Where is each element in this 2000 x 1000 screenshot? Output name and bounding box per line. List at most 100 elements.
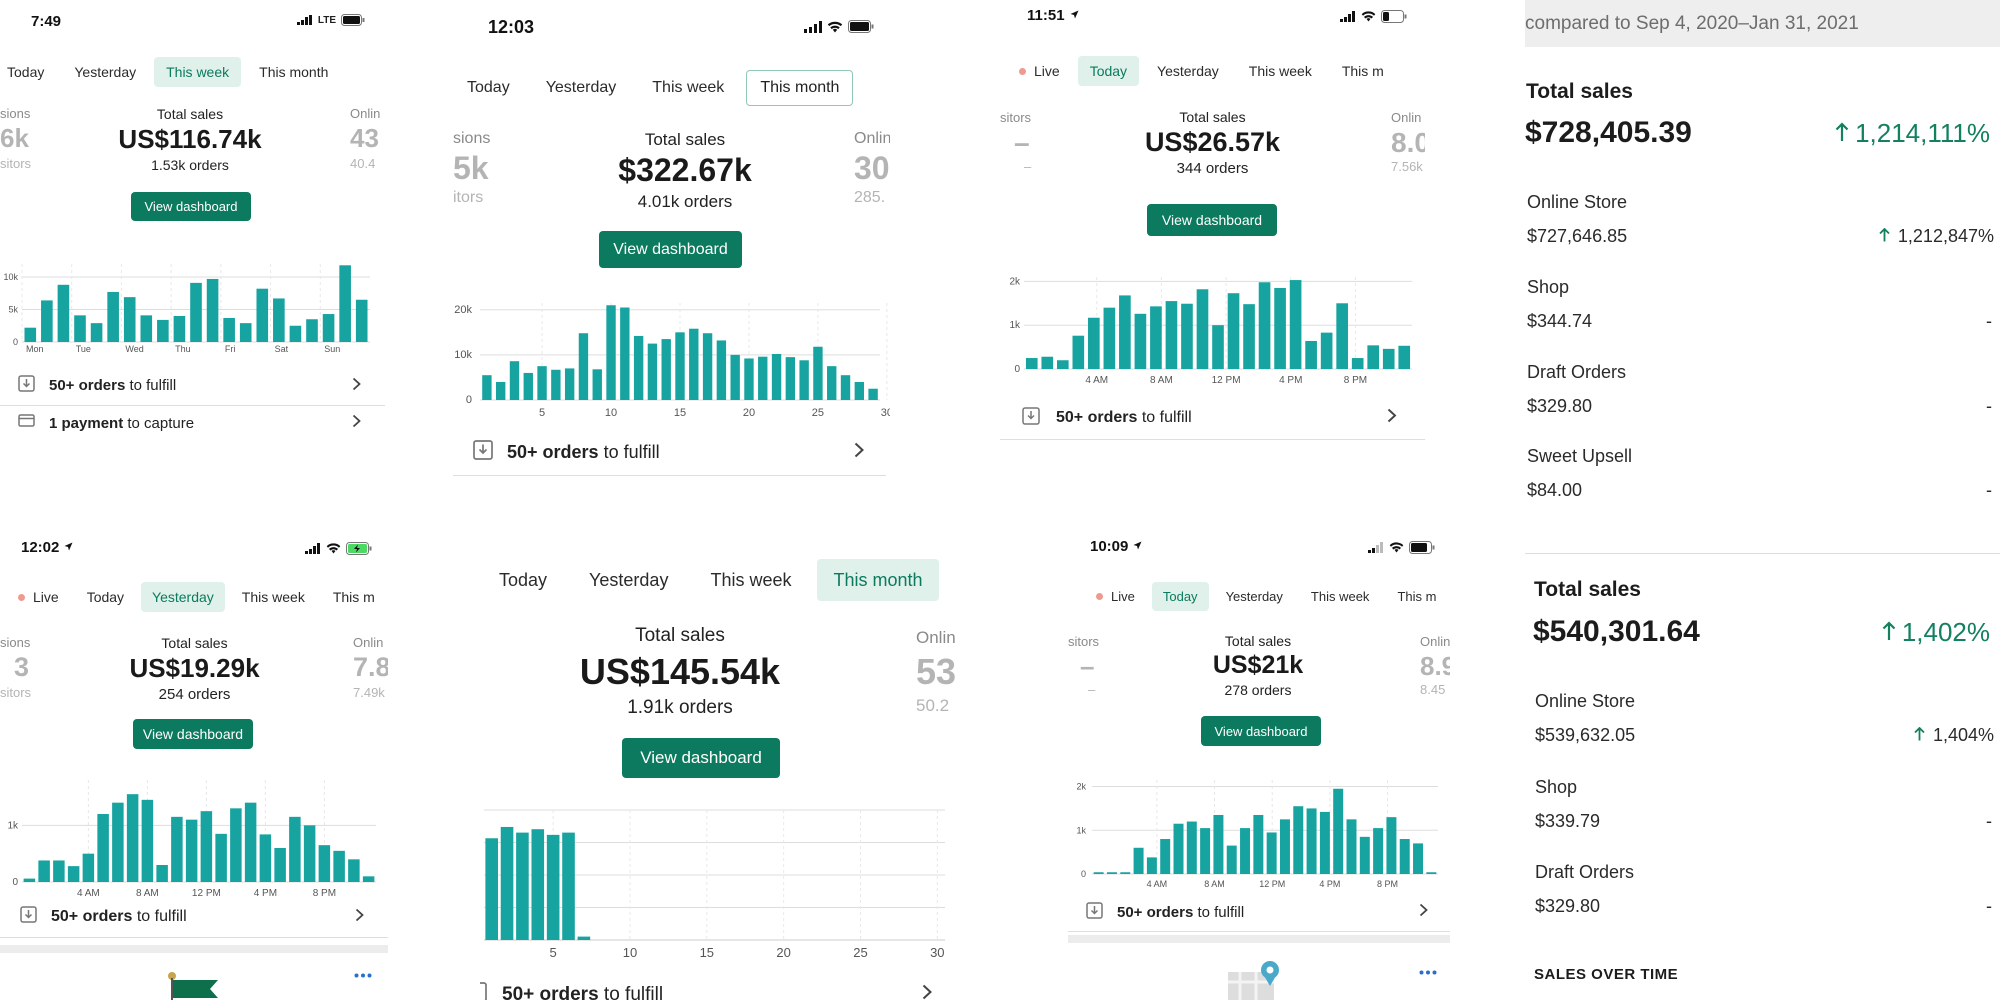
tab-yesterday[interactable]: Yesterday [573,559,684,601]
screenshot-panel-6: 10:09 Live Today Yesterday This week This m … [1068,525,1450,1000]
tab-this-week[interactable]: This week [231,582,316,612]
tab-yesterday[interactable]: Yesterday [62,57,148,87]
orders-to-fulfill-row[interactable]: 50+ orders to fulfill [0,366,385,406]
chart-bar [702,333,713,400]
orders-to-fulfill-row[interactable]: 50+ orders to fulfill [1000,397,1425,440]
view-dashboard-button[interactable]: View dashboard [1147,204,1277,236]
chart-bar [1266,832,1277,874]
chart-bar [813,346,823,400]
tab-label: Yesterday [1225,589,1283,604]
y-tick-label: 1k [1076,825,1086,835]
signal-icon [305,543,321,554]
row-bold-text: 50+ orders [502,984,599,1000]
chart-bar [1227,293,1240,369]
total-sales-value: US$116.74k [118,124,262,154]
stat-value: 5k [453,150,489,186]
chart-bar [1306,808,1317,874]
tab-today[interactable]: Today [1077,56,1140,86]
chart-bar [1103,307,1116,369]
chart-bar [1293,806,1304,874]
sales-chart: 2k 1k 0 4 AM 8 AM 12 PM 4 PM 8 PM [1009,276,1412,386]
view-dashboard-button[interactable]: View dashboard [131,192,251,221]
battery-icon [1409,541,1435,554]
tab-label: This m [1397,589,1437,604]
row-rest-text: to fulfill [125,377,177,394]
tab-today[interactable]: Today [453,70,524,106]
view-dashboard-button[interactable]: View dashboard [622,738,780,778]
section-divider [1525,553,2000,554]
tab-this-week[interactable]: This week [154,57,242,87]
tab-today[interactable]: Today [0,57,56,87]
orders-count: 4.01k orders [637,192,733,211]
stat-sub: 40.4 [350,156,376,171]
tab-this-week[interactable]: This week [694,559,807,601]
chart-bar [577,936,591,940]
tab-this-m[interactable]: This m [322,582,386,612]
online-stat: Onlin 43 40.4 [350,106,380,171]
x-tick-label: 12 PM [192,888,221,899]
view-dashboard-button[interactable]: View dashboard [599,231,742,268]
chart-bar [1120,872,1131,874]
orders-to-fulfill-row[interactable]: 50+ orders to fulfill [480,975,960,1000]
x-tick-label: 15 [700,945,714,960]
total-sales-value: US$26.57k [1144,127,1281,157]
tab-this-week[interactable]: This week [1300,582,1381,611]
tab-this-m[interactable]: This m [1330,56,1396,86]
chart-bar [661,339,671,400]
payment-to-capture-row[interactable]: 1 payment to capture [0,406,385,440]
more-options-icon[interactable] [1419,962,1437,980]
chart-bar [1426,872,1437,874]
view-dashboard-button[interactable]: View dashboard [133,719,253,749]
orders-to-fulfill-row[interactable]: 50+ orders to fulfill [0,897,388,938]
orders-to-fulfill-row[interactable]: 50+ orders to fulfill [453,430,886,476]
x-tick-label: 20 [776,945,790,960]
orders-count: 1.53k orders [151,157,229,173]
tab-live[interactable]: Live [1085,582,1146,611]
chart-bar [67,866,80,882]
tab-label: Live [1111,589,1135,604]
stat-label: sions [453,130,491,147]
chart-bar [200,811,213,882]
tab-live[interactable]: Live [1007,56,1072,86]
tab-today[interactable]: Today [76,582,135,612]
x-tick-label: Tue [76,344,91,354]
chart-bar [123,297,136,342]
total-sales-change: 1,402% [1882,617,1990,648]
visitors-stat: sitors – – [1068,634,1099,697]
row-rest-text: to capture [123,414,195,432]
chart-bar [868,388,878,400]
tab-today[interactable]: Today [1151,582,1209,611]
tab-yesterday[interactable]: Yesterday [532,70,631,106]
more-options-icon[interactable] [354,965,372,983]
tab-this-week[interactable]: This week [1237,56,1324,86]
gray-separator [1068,935,1450,943]
x-tick-label: 30 [930,945,944,960]
tab-yesterday[interactable]: Yesterday [1145,56,1231,86]
tab-this-month[interactable]: This month [746,70,854,106]
stat-value: 8.0 [1391,127,1425,158]
channel-change: - [1986,311,1992,331]
screenshot-panel-1: 7:49 LTE Today Yesterday This week This mon… [0,0,385,440]
tab-this-month[interactable]: This month [247,57,340,87]
chevron-right-icon [922,984,932,1000]
view-dashboard-button[interactable]: View dashboard [1201,716,1321,746]
tab-yesterday[interactable]: Yesterday [1215,582,1294,611]
x-tick-label: 8 AM [1204,879,1225,889]
total-sales-amount: $728,405.39 [1525,116,1692,149]
chart-bar [274,848,286,882]
tab-this-week[interactable]: This week [638,70,738,106]
tab-this-m[interactable]: This m [1386,582,1447,611]
tab-label: This m [1341,63,1384,79]
tab-this-month[interactable]: This month [817,559,939,601]
chart-bar [562,832,575,940]
chart-bar [675,332,685,400]
chart-bar [546,834,560,940]
stat-value: – [1014,127,1030,158]
signal-icon [804,20,822,33]
tab-today[interactable]: Today [483,559,563,601]
tab-live[interactable]: Live [7,582,70,612]
orders-to-fulfill-row[interactable]: 50+ orders to fulfill [1068,893,1450,932]
tab-yesterday[interactable]: Yesterday [141,582,225,612]
x-tick-label: 4 AM [1085,375,1108,386]
download-box-icon [473,440,493,465]
